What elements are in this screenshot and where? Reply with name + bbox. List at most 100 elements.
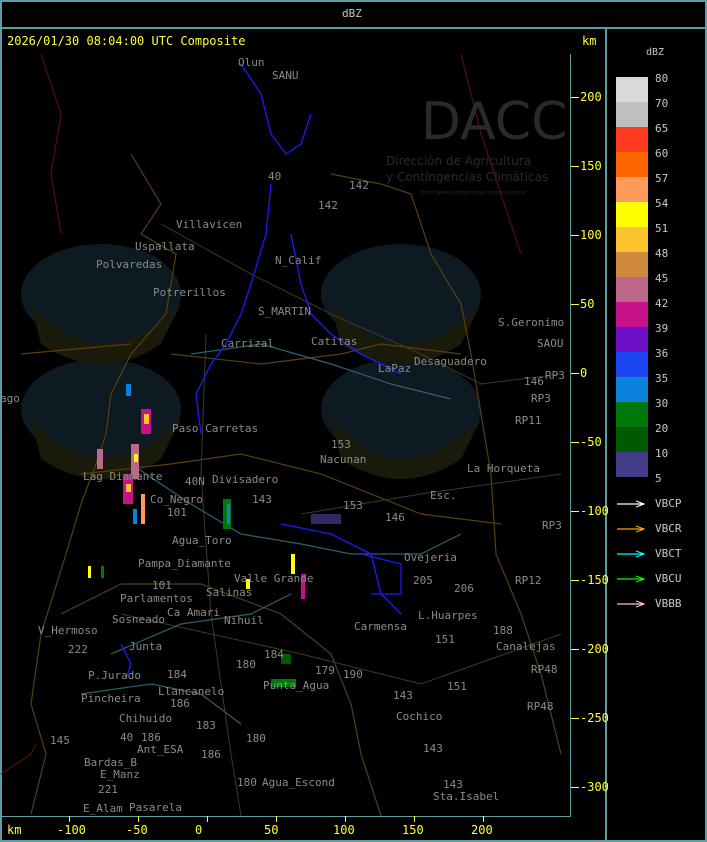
place-label: L.Huarpes bbox=[418, 609, 478, 622]
legend-level-label: 54 bbox=[655, 197, 669, 210]
place-label: Catitas bbox=[311, 335, 358, 348]
legend-swatch bbox=[616, 77, 648, 102]
km-unit-bottom: km bbox=[7, 823, 22, 837]
place-label: 143 bbox=[252, 493, 272, 506]
y-tick-label: 0 bbox=[580, 366, 588, 380]
y-tick-label: -250 bbox=[580, 711, 609, 725]
place-label: RP48 bbox=[527, 700, 554, 713]
place-label: N_Calif bbox=[275, 254, 322, 267]
place-label: E_Alam bbox=[83, 802, 123, 815]
place-label: Sta.Isabel bbox=[433, 790, 500, 803]
legend-level-label: 80 bbox=[655, 72, 669, 85]
y-tick-label: -200 bbox=[580, 642, 609, 656]
place-label: RP3 bbox=[531, 392, 551, 405]
watermark-dacc: DACC bbox=[421, 92, 568, 152]
legend-swatch bbox=[616, 452, 648, 477]
x-tick bbox=[276, 816, 277, 822]
legend-swatch bbox=[616, 277, 648, 302]
legend-swatch bbox=[616, 377, 648, 402]
legend-level-label: 42 bbox=[655, 297, 669, 310]
place-label: Canalejas bbox=[496, 640, 556, 653]
place-label: 180 bbox=[236, 658, 256, 671]
legend-swatch bbox=[616, 302, 648, 327]
place-label: ago bbox=[0, 392, 20, 405]
header-title: dBZ bbox=[342, 7, 362, 20]
y-tick-label: 100 bbox=[580, 228, 602, 242]
y-tick-label: -50 bbox=[580, 435, 602, 449]
place-label: 180 bbox=[237, 776, 257, 789]
radar-arrow-icon bbox=[617, 575, 645, 583]
place-label: 142 bbox=[349, 179, 369, 192]
radar-echoes bbox=[88, 384, 341, 687]
radar-label: VBCR bbox=[655, 522, 682, 535]
place-label: Nacunan bbox=[320, 453, 367, 466]
y-tick bbox=[571, 442, 579, 443]
legend-level-label: 57 bbox=[655, 172, 669, 185]
place-label: Ovejeria bbox=[404, 551, 457, 564]
legend-level-label: 48 bbox=[655, 247, 669, 260]
place-label: 40N bbox=[185, 475, 205, 488]
y-tick-label: -300 bbox=[580, 780, 609, 794]
place-label: Chihuido bbox=[119, 712, 172, 725]
place-label: 143 bbox=[393, 689, 413, 702]
place-label: La Horqueta bbox=[467, 462, 540, 475]
legend-swatch bbox=[616, 227, 648, 252]
place-label: Sosneado bbox=[112, 613, 165, 626]
x-tick-label: 0 bbox=[195, 823, 203, 837]
legend-swatch bbox=[616, 402, 648, 427]
x-tick-label: 150 bbox=[402, 823, 424, 837]
place-label: 101 bbox=[152, 579, 172, 592]
x-tick-label: 50 bbox=[264, 823, 279, 837]
place-label: 183 bbox=[196, 719, 216, 732]
y-tick-label: 50 bbox=[580, 297, 595, 311]
place-label: 151 bbox=[435, 633, 455, 646]
watermark-line1: Dirección de Agricultura bbox=[386, 154, 531, 168]
x-tick-label: -50 bbox=[126, 823, 148, 837]
km-unit-top: km bbox=[582, 34, 597, 48]
place-label: LaPaz bbox=[378, 362, 412, 375]
place-label: 186 bbox=[170, 697, 190, 710]
place-label: 101 bbox=[167, 506, 187, 519]
place-label: RP11 bbox=[515, 414, 542, 427]
place-label: 184 bbox=[264, 648, 284, 661]
y-tick bbox=[571, 304, 579, 305]
watermark-logos bbox=[1, 54, 562, 816]
radar-arrow-icon bbox=[617, 525, 645, 533]
legend-level-label: 60 bbox=[655, 147, 669, 160]
y-tick bbox=[571, 787, 579, 788]
place-label: Parlamentos bbox=[120, 592, 193, 605]
place-label: Esc. bbox=[430, 489, 457, 502]
place-label: 206 bbox=[454, 582, 474, 595]
place-label: 179 bbox=[315, 664, 335, 677]
radar-arrow-icon bbox=[617, 600, 645, 608]
place-label: RP48 bbox=[531, 663, 558, 676]
legend-swatch bbox=[616, 202, 648, 227]
place-label: Ca Amari bbox=[167, 606, 220, 619]
place-label: 146 bbox=[524, 375, 544, 388]
place-label: SAOU bbox=[537, 337, 564, 350]
place-label: Divisadero bbox=[212, 473, 279, 486]
place-label: 153 bbox=[343, 499, 363, 512]
place-label: Junta bbox=[129, 640, 163, 653]
place-label: V_Hermoso bbox=[38, 624, 98, 637]
map-canvas[interactable]: DACC Dirección de Agricultura y Continge… bbox=[1, 54, 571, 817]
place-label: Lag Diamante bbox=[83, 470, 163, 483]
place-label: RP12 bbox=[515, 574, 542, 587]
place-label: Llancanelo bbox=[158, 685, 225, 698]
place-label: Nihuil bbox=[224, 614, 264, 627]
legend-level-label: 30 bbox=[655, 397, 669, 410]
place-label: Villavicen bbox=[176, 218, 243, 231]
legend-swatch bbox=[616, 152, 648, 177]
place-label: SANU bbox=[272, 69, 299, 82]
x-tick-label: 100 bbox=[333, 823, 355, 837]
y-tick-label: 200 bbox=[580, 90, 602, 104]
place-label: 180 bbox=[246, 732, 266, 745]
radar-label: VBCU bbox=[655, 572, 682, 585]
place-label: 142 bbox=[318, 199, 338, 212]
place-label: 184 bbox=[167, 668, 187, 681]
place-label: 145 bbox=[50, 734, 70, 747]
radar-label: VBCP bbox=[655, 497, 682, 510]
y-tick bbox=[571, 373, 579, 374]
place-label: S.Geronimo bbox=[498, 316, 565, 329]
place-label: 143 bbox=[423, 742, 443, 755]
